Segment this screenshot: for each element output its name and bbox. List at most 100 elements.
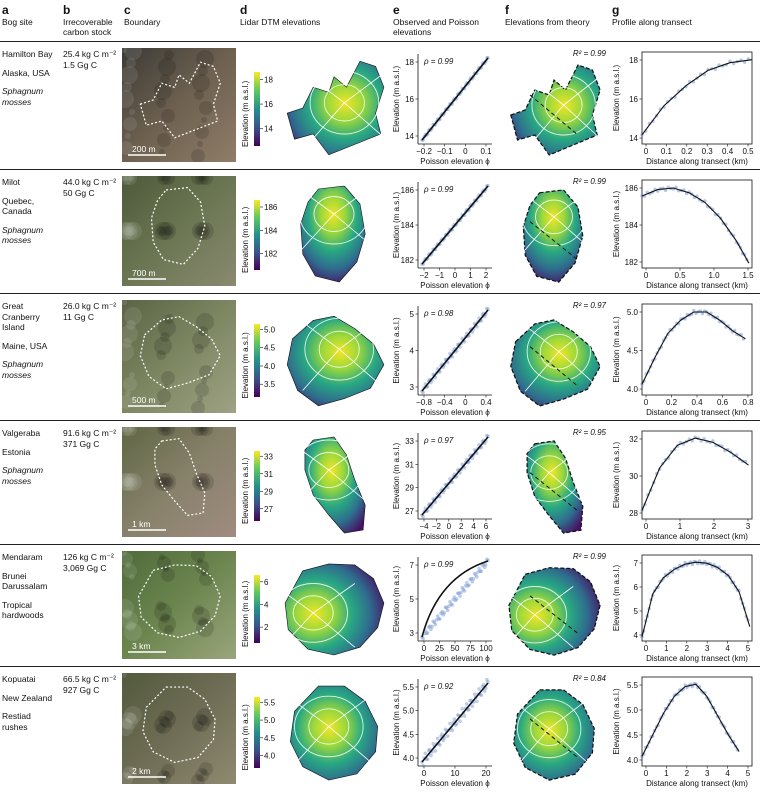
- scatter-point: [452, 595, 457, 599]
- scatter-point: [421, 514, 425, 519]
- bog-elevation-map: [289, 685, 379, 781]
- fit-line: [421, 309, 489, 392]
- colorbar-tick: 18: [264, 75, 273, 84]
- scatter-point: [431, 619, 435, 624]
- lidar-dtm-panel: 18 16 14 Elevation (m a.s.l.): [238, 46, 388, 166]
- contour-line: [539, 333, 578, 370]
- flow-line: [302, 71, 345, 104]
- scatter-point: [431, 742, 435, 746]
- contour-line: [535, 199, 573, 235]
- y-tick-label: 184: [401, 221, 415, 230]
- scatter-point: [430, 624, 434, 629]
- bog-site-row: Hamilton Bay Alaska, USA Sphagnum mosses 25.…: [0, 42, 760, 170]
- scatter-point: [429, 627, 433, 632]
- scatter-point: [423, 751, 428, 756]
- colorbar-tick: 5.5: [264, 698, 276, 707]
- contour-line: [308, 452, 350, 488]
- x-axis-label: Distance along transect (km): [646, 779, 748, 788]
- x-axis-label: Poisson elevation ϕ: [420, 281, 490, 290]
- x-tick-label: 1: [468, 271, 473, 280]
- aerial-photo: [122, 673, 236, 784]
- scatter-point: [421, 763, 425, 768]
- column-header-f: f Elevations from theory: [505, 4, 615, 46]
- y-tick-label: 31: [405, 460, 414, 469]
- correlation-label: ρ = 0.99: [423, 185, 454, 194]
- x-tick-label: 0: [644, 398, 649, 407]
- scatter-point: [429, 753, 433, 758]
- x-tick-label: 0: [644, 522, 649, 531]
- r-squared-label: R² = 0.84: [573, 674, 607, 683]
- flow-line: [524, 351, 560, 392]
- colorbar: [254, 200, 260, 270]
- satellite-image: 2 km: [122, 673, 236, 784]
- column-title: Irrecoverable carbon stock: [63, 17, 113, 37]
- stock-density: 91.6 kg C m⁻²: [63, 428, 117, 438]
- x-axis-label: Poisson elevation ϕ: [420, 654, 490, 663]
- column-header-b: b Irrecoverable carbon stock: [63, 4, 121, 46]
- y-tick-label: 18: [405, 58, 414, 67]
- x-tick-label: 3: [746, 522, 751, 531]
- contour-line: [531, 74, 596, 136]
- flow-line: [286, 439, 330, 471]
- colorbar-tick: 186: [264, 203, 278, 212]
- site-description: Great Cranberry Island Maine, USA Sphagnum mo…: [2, 301, 60, 380]
- stock-total: 11 Gg C: [63, 311, 95, 322]
- flow-line: [344, 102, 387, 140]
- contour-line: [292, 595, 334, 631]
- x-tick-label: 5: [746, 644, 751, 653]
- y-tick-label: 7: [634, 559, 639, 568]
- site-region-line: Maine, USA: [2, 340, 48, 351]
- bog-boundary-outline: [139, 61, 221, 139]
- scatter-point: [433, 622, 438, 627]
- contour-line: [318, 330, 360, 368]
- bog-elevation-map: [510, 64, 601, 156]
- theory-profile-line: [641, 311, 746, 385]
- contour-line: [526, 321, 591, 382]
- contour-line: [308, 708, 350, 745]
- site-region-line: New Zealand: [2, 692, 53, 703]
- scatter-point: [464, 580, 469, 585]
- y-axis-label: Elevation (m a.s.l.): [612, 442, 621, 509]
- scatter-point: [441, 613, 446, 617]
- scatter-point: [475, 575, 479, 579]
- aerial-photo: [122, 176, 236, 286]
- bog-boundary-outline: [154, 437, 206, 517]
- scatter-point: [448, 600, 452, 604]
- transect-profile-panel: 0 0.2 0.4 0.6 0.8 5.0 4.5 4.0 Distance along tra…: [612, 298, 758, 419]
- flow-line: [515, 728, 550, 768]
- scatter-point: [448, 721, 452, 726]
- bog-site-row: Milot Quebec, Canada Sphagnum mosses 44.0 kg …: [0, 169, 760, 294]
- colorbar-label: Elevation (m a.s.l.): [241, 580, 250, 647]
- stock-total: 1.5 Gg C: [63, 59, 98, 70]
- contour-line: [323, 84, 365, 122]
- bog-elevation-map: [522, 189, 584, 283]
- fit-line: [421, 682, 489, 763]
- theory-profile-line: [641, 683, 740, 757]
- y-tick-label: 4.5: [627, 731, 639, 740]
- y-axis-label: Elevation (m a.s.l.): [612, 191, 621, 258]
- flow-line: [548, 443, 588, 473]
- scatter-point: [477, 566, 481, 571]
- scatter-point: [475, 699, 479, 704]
- scatter-point: [472, 692, 477, 696]
- x-tick-label: 6: [484, 522, 489, 531]
- y-axis-label: Elevation (m a.s.l.): [612, 65, 621, 132]
- scatter-point: [459, 590, 463, 595]
- y-tick-label: 28: [629, 509, 638, 518]
- colorbar-tick: 4.0: [264, 362, 276, 371]
- site-site-line: Island: [2, 322, 25, 332]
- column-title: Observed and Poisson elevations: [393, 17, 479, 37]
- scatter-point: [470, 579, 475, 584]
- colorbar-label: Elevation (m a.s.l.): [241, 206, 250, 273]
- x-tick-label: 0.3: [702, 147, 714, 156]
- scatter-point: [455, 591, 460, 596]
- scatter-point: [440, 609, 444, 614]
- scatter-point: [453, 723, 458, 727]
- scatter-point: [470, 704, 475, 709]
- y-tick-label: 6: [634, 583, 639, 592]
- colorbar-tick: 27: [264, 505, 273, 514]
- site-veg-line: Sphagnum: [2, 465, 44, 475]
- scatter-point: [434, 618, 439, 622]
- y-tick-label: 5.5: [403, 683, 415, 692]
- satellite-image: 200 m: [122, 48, 236, 162]
